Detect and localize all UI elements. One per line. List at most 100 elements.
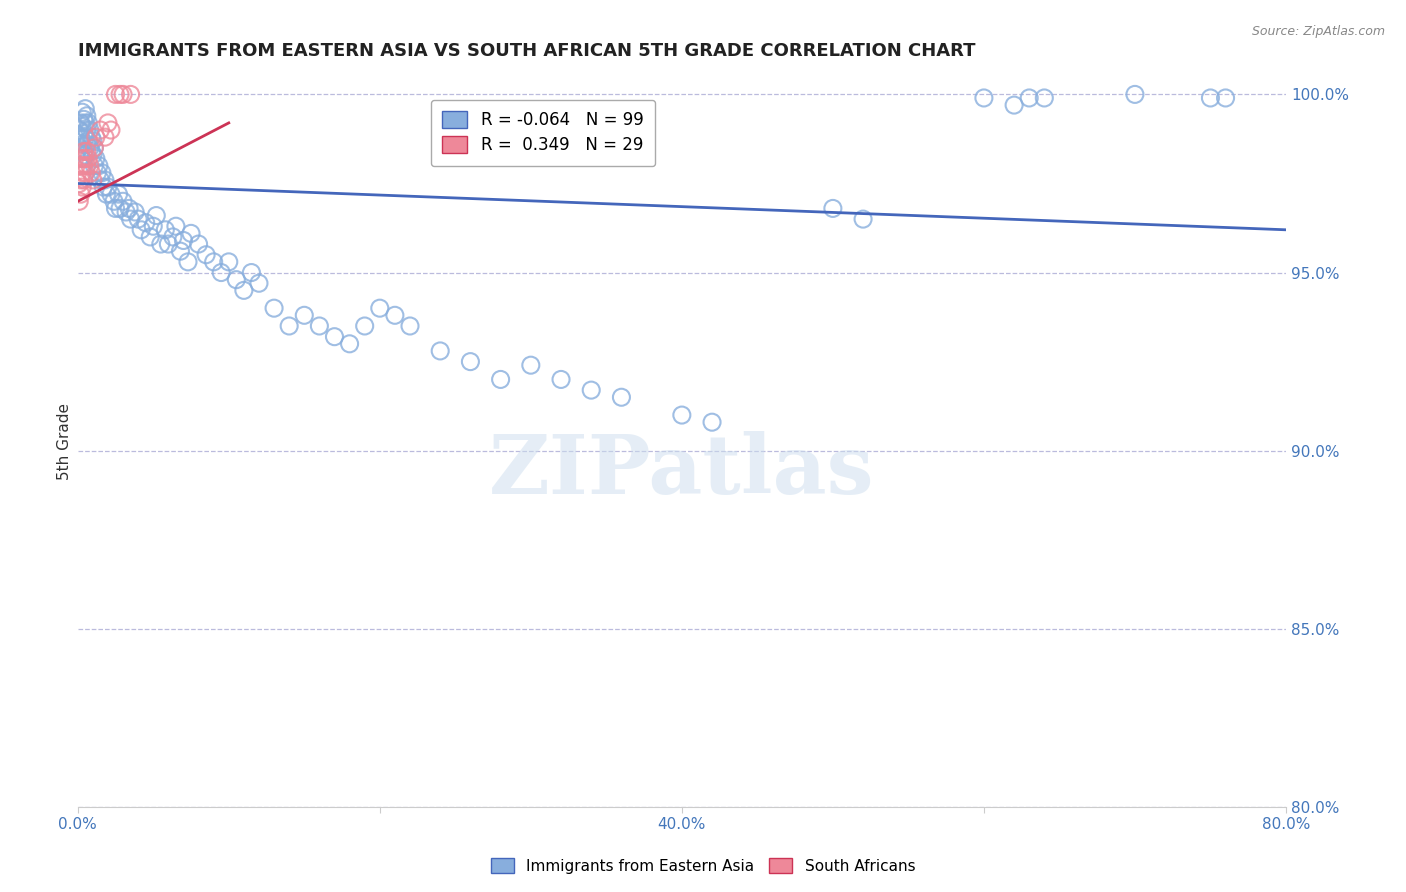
Point — [73, 127, 96, 141]
Point — [139, 230, 162, 244]
Point — [550, 372, 572, 386]
Point — [80, 145, 103, 159]
Point — [75, 148, 97, 162]
Point — [384, 308, 406, 322]
Point — [115, 205, 138, 219]
Point — [69, 130, 91, 145]
Point — [94, 173, 117, 187]
Point — [1199, 91, 1222, 105]
Point — [83, 141, 105, 155]
Point — [973, 91, 995, 105]
Point — [353, 318, 375, 333]
Point — [202, 255, 225, 269]
Point — [76, 145, 98, 159]
Point — [1033, 91, 1056, 105]
Point — [180, 227, 202, 241]
Point — [100, 123, 122, 137]
Point — [75, 102, 97, 116]
Point — [97, 116, 120, 130]
Point — [120, 212, 142, 227]
Point — [145, 209, 167, 223]
Point — [108, 87, 131, 102]
Point — [368, 301, 391, 315]
Point — [79, 123, 101, 137]
Point — [73, 112, 96, 127]
Point — [429, 343, 451, 358]
Point — [127, 212, 149, 227]
Point — [73, 173, 96, 187]
Point — [195, 248, 218, 262]
Point — [399, 318, 422, 333]
Point — [67, 177, 90, 191]
Point — [83, 159, 105, 173]
Point — [100, 187, 122, 202]
Point — [82, 173, 104, 187]
Point — [67, 141, 90, 155]
Point — [94, 130, 117, 145]
Point — [308, 318, 330, 333]
Point — [83, 141, 105, 155]
Point — [169, 244, 191, 259]
Point — [69, 152, 91, 166]
Point — [93, 180, 115, 194]
Point — [852, 212, 875, 227]
Point — [79, 141, 101, 155]
Point — [323, 329, 346, 343]
Point — [73, 145, 96, 159]
Point — [120, 87, 142, 102]
Point — [72, 120, 94, 134]
Point — [72, 180, 94, 194]
Point — [67, 194, 90, 209]
Point — [135, 216, 157, 230]
Point — [581, 383, 603, 397]
Point — [72, 137, 94, 152]
Point — [610, 390, 633, 404]
Point — [76, 123, 98, 137]
Point — [69, 116, 91, 130]
Point — [76, 159, 98, 173]
Point — [460, 354, 482, 368]
Point — [671, 408, 693, 422]
Point — [149, 237, 172, 252]
Point — [72, 152, 94, 166]
Point — [89, 173, 111, 187]
Point — [108, 202, 131, 216]
Point — [263, 301, 285, 315]
Point — [77, 152, 100, 166]
Point — [84, 130, 107, 145]
Point — [82, 134, 104, 148]
Point — [104, 87, 127, 102]
Point — [1002, 98, 1025, 112]
Point — [69, 187, 91, 202]
Point — [232, 284, 254, 298]
Point — [103, 194, 125, 209]
Point — [89, 123, 111, 137]
Point — [278, 318, 301, 333]
Point — [80, 166, 103, 180]
Point — [700, 415, 723, 429]
Point — [90, 166, 112, 180]
Point — [75, 152, 97, 166]
Point — [69, 159, 91, 173]
Point — [72, 105, 94, 120]
Point — [107, 187, 129, 202]
Point — [1215, 91, 1237, 105]
Point — [75, 166, 97, 180]
Point — [821, 202, 844, 216]
Point — [209, 266, 232, 280]
Legend: R = -0.064   N = 99, R =  0.349   N = 29: R = -0.064 N = 99, R = 0.349 N = 29 — [430, 100, 655, 166]
Point — [247, 277, 270, 291]
Point — [218, 255, 240, 269]
Point — [104, 202, 127, 216]
Point — [1018, 91, 1040, 105]
Point — [87, 159, 110, 173]
Point — [520, 358, 543, 372]
Point — [339, 336, 361, 351]
Point — [124, 205, 146, 219]
Point — [96, 187, 118, 202]
Point — [77, 116, 100, 130]
Point — [69, 173, 91, 187]
Point — [82, 148, 104, 162]
Point — [80, 130, 103, 145]
Point — [155, 223, 177, 237]
